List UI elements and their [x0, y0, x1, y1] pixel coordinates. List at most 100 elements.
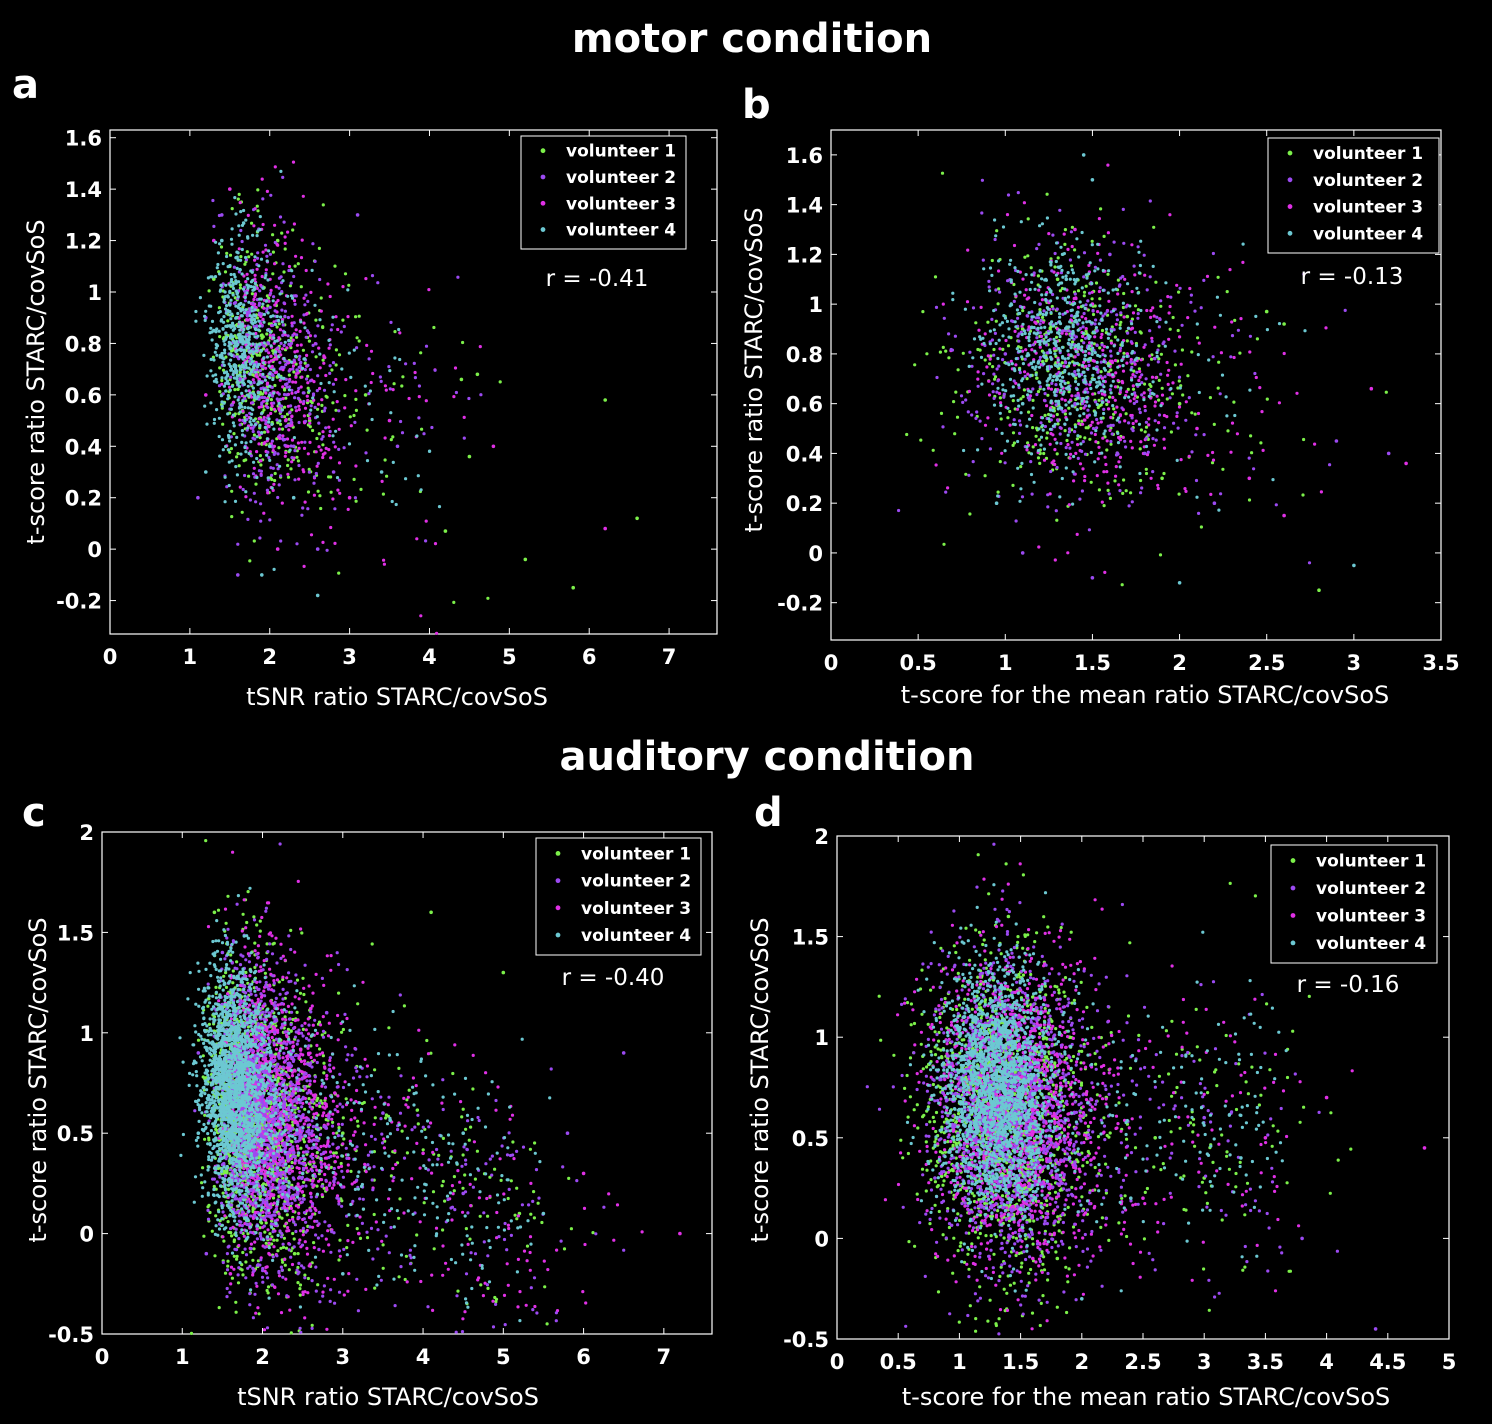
scatter-point: [1096, 354, 1099, 357]
scatter-point: [308, 340, 311, 343]
scatter-point: [1004, 449, 1007, 452]
scatter-point: [1089, 261, 1092, 264]
scatter-point: [399, 420, 402, 423]
scatter-point: [1140, 393, 1143, 396]
scatter-point: [990, 318, 993, 321]
x-tick-label: 3: [1347, 651, 1362, 675]
scatter-point: [1060, 407, 1063, 410]
scatter-point: [249, 417, 252, 420]
scatter-point: [203, 1114, 206, 1117]
scatter-point: [1219, 492, 1222, 495]
scatter-point: [1065, 274, 1068, 277]
scatter-point: [1166, 374, 1169, 377]
scatter-point: [268, 445, 272, 449]
scatter-point: [414, 371, 417, 374]
scatter-point: [1124, 445, 1127, 448]
scatter-point: [261, 197, 264, 200]
scatter-point: [456, 276, 459, 279]
scatter-point: [420, 428, 423, 431]
scatter-point: [1031, 387, 1034, 390]
scatter-point: [283, 393, 286, 396]
scatter-point: [262, 321, 265, 324]
scatter-point: [1122, 436, 1125, 439]
scatter-point: [302, 993, 305, 996]
scatter-point: [1041, 316, 1044, 319]
scatter-point: [299, 361, 302, 364]
scatter-point: [224, 325, 227, 328]
scatter-point: [285, 346, 288, 349]
scatter-point: [1044, 392, 1047, 395]
scatter-point: [1091, 178, 1095, 182]
scatter-point: [248, 559, 251, 562]
scatter-point: [1068, 427, 1071, 430]
scatter-point: [1004, 317, 1007, 320]
scatter-point: [1108, 429, 1111, 432]
scatter-point: [999, 401, 1002, 404]
scatter-point: [1090, 321, 1093, 324]
scatter-point: [1042, 309, 1045, 312]
scatter-point: [1074, 452, 1077, 455]
scatter-point: [1260, 410, 1263, 413]
scatter-point: [468, 455, 472, 459]
scatter-point: [318, 247, 321, 250]
scatter-point: [1175, 284, 1178, 287]
scatter-point: [345, 1246, 348, 1249]
scatter-point: [297, 405, 300, 408]
scatter-point: [1023, 388, 1026, 391]
scatter-point: [1155, 316, 1158, 319]
scatter-point: [1088, 364, 1091, 367]
scatter-point: [1070, 343, 1073, 346]
y-tick-label: 1.5: [57, 921, 94, 945]
scatter-point: [296, 1011, 299, 1014]
scatter-point: [984, 358, 987, 361]
scatter-point: [1091, 243, 1094, 246]
scatter-point: [1121, 341, 1124, 344]
scatter-point: [271, 378, 274, 381]
scatter-point: [1034, 341, 1037, 344]
scatter-point: [1019, 465, 1022, 468]
scatter-point: [398, 1197, 401, 1200]
scatter-point: [269, 331, 272, 334]
scatter-point: [1081, 286, 1084, 289]
scatter-point: [563, 1247, 566, 1250]
scatter-point: [209, 401, 212, 404]
scatter-point: [311, 242, 314, 245]
scatter-point: [479, 1215, 482, 1218]
scatter-point: [316, 1151, 319, 1154]
scatter-point: [216, 263, 219, 266]
scatter-point: [405, 1255, 408, 1258]
scatter-point: [1134, 375, 1137, 378]
scatter-point: [1152, 265, 1155, 268]
scatter-point: [1098, 304, 1101, 307]
scatter-point: [1050, 365, 1053, 368]
scatter-point: [229, 1231, 232, 1234]
scatter-point: [299, 1283, 302, 1286]
scatter-point: [1016, 467, 1019, 470]
x-tick-label: 1: [998, 651, 1013, 675]
scatter-point: [1077, 255, 1080, 258]
scatter-point: [941, 425, 944, 428]
scatter-point: [1102, 412, 1105, 415]
scatter-point: [1091, 297, 1094, 300]
scatter-point: [964, 398, 967, 401]
scatter-point: [1030, 310, 1033, 313]
scatter-point: [1143, 383, 1146, 386]
scatter-point: [1102, 380, 1105, 383]
scatter-point: [1163, 426, 1166, 429]
scatter-point: [1010, 278, 1013, 281]
scatter-point: [235, 436, 238, 439]
scatter-point: [1037, 456, 1040, 459]
scatter-point: [1075, 237, 1078, 240]
scatter-point: [266, 491, 269, 494]
x-tick-label: 1: [175, 1345, 190, 1369]
scatter-point: [1127, 396, 1130, 399]
scatter-point: [428, 450, 431, 453]
scatter-point: [1101, 343, 1104, 346]
scatter-point: [932, 449, 935, 452]
scatter-point: [220, 379, 223, 382]
scatter-point: [245, 291, 248, 294]
scatter-point: [293, 222, 296, 225]
scatter-point: [331, 316, 334, 319]
scatter-point: [283, 388, 286, 391]
scatter-point: [1096, 361, 1099, 364]
